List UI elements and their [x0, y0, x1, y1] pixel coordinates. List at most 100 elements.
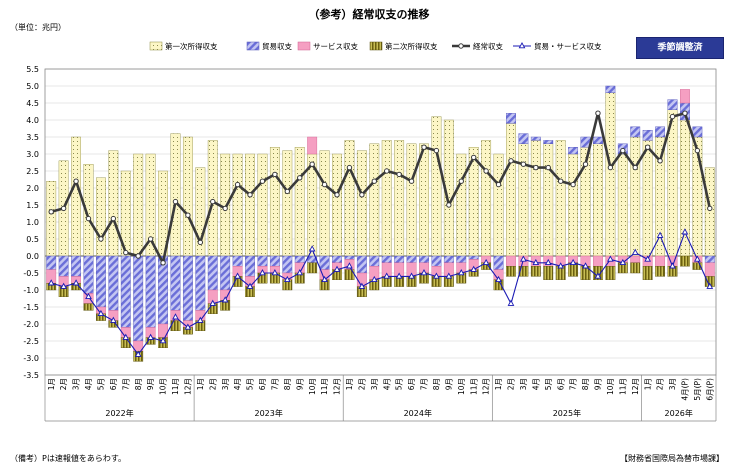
- trade-services-point: [408, 272, 415, 279]
- trade-balance-bar: [71, 255, 81, 277]
- trade-balance-bar: [158, 255, 168, 325]
- y-tick-label: 4.5: [26, 99, 39, 108]
- trade-balance-bar: [332, 255, 342, 263]
- trade-balance-bar: [207, 255, 218, 291]
- trade-services-point: [184, 323, 192, 330]
- trade-balance-bar: [593, 136, 603, 145]
- year-label: 2023年: [254, 408, 282, 418]
- primary-income-bar: [431, 116, 442, 257]
- secondary-income-bar: [642, 266, 653, 281]
- y-tick-label: -2.0: [23, 320, 39, 329]
- current-account-point: [272, 171, 278, 178]
- legend-swatch: [297, 41, 311, 51]
- current-account-point: [160, 260, 166, 266]
- primary-income-bar: [95, 177, 106, 257]
- trade-services-point: [395, 272, 403, 279]
- services-balance-bar: [704, 262, 715, 277]
- x-tick-label: 1月: [47, 378, 56, 390]
- current-account-point: [570, 181, 576, 188]
- primary-income-bar: [269, 146, 280, 257]
- x-tick-label: 3月: [72, 378, 81, 390]
- x-tick-label: 9月: [146, 378, 155, 390]
- legend-marker: [518, 42, 526, 49]
- trade-balance-bar: [667, 99, 678, 110]
- trade-services-line: [51, 231, 711, 356]
- x-tick-label: 10月: [308, 378, 317, 395]
- x-tick-label: 9月: [295, 378, 304, 390]
- year-label: 2022年: [105, 408, 133, 418]
- plot-frame: [44, 68, 717, 376]
- current-account-point: [110, 215, 117, 222]
- trade-balance-bar: [518, 133, 529, 145]
- trade-services-point: [631, 248, 639, 255]
- x-tick-label: 2月: [357, 378, 366, 390]
- trade-services-point: [259, 269, 266, 276]
- primary-income-bar: [182, 136, 193, 257]
- primary-income-bar: [71, 136, 81, 257]
- secondary-income-bar: [307, 262, 318, 274]
- current-account-point: [508, 158, 514, 164]
- services-balance-bar: [593, 255, 603, 267]
- x-tick-label: 10月: [457, 378, 466, 395]
- secondary-income-bar: [692, 262, 703, 270]
- y-tick-label: -1.0: [23, 286, 39, 295]
- primary-income-bar: [394, 140, 405, 257]
- primary-income-bar: [245, 153, 255, 257]
- trade-balance-bar: [294, 255, 305, 263]
- trade-balance-bar: [356, 255, 367, 274]
- current-account-point: [222, 205, 228, 212]
- current-account-point: [707, 205, 713, 212]
- trade-services-point: [122, 333, 130, 340]
- y-tick-label: 1.0: [26, 218, 39, 227]
- bars: [46, 85, 715, 362]
- x-tick-label: 6月: [556, 378, 565, 390]
- x-tick-label: 3月: [221, 378, 230, 390]
- trade-services-point: [109, 316, 117, 323]
- x-tick-label: 10月: [606, 378, 615, 395]
- x-tick-label: 11月: [469, 378, 478, 395]
- footnote: （備考）Pは速報値をあらわす。: [10, 454, 127, 463]
- secondary-income-bar: [506, 266, 516, 277]
- trade-balance-bar: [120, 255, 131, 328]
- trade-services-point: [60, 282, 67, 289]
- primary-income-bar: [133, 153, 144, 257]
- primary-income-bar: [332, 153, 342, 257]
- legend-label: サービス収支: [313, 41, 358, 51]
- trade-balance-bar: [369, 255, 380, 267]
- primary-income-bar: [605, 92, 616, 257]
- current-account-point: [545, 164, 551, 171]
- current-account-point: [234, 181, 241, 188]
- secondary-income-bar: [518, 266, 529, 277]
- trade-services-point: [582, 262, 589, 269]
- trade-balance-bar: [692, 126, 703, 138]
- trade-services-point: [234, 272, 241, 279]
- trade-services-point: [283, 275, 291, 283]
- trade-services-point: [72, 279, 80, 286]
- trade-services-point: [358, 282, 366, 289]
- trade-services-point: [482, 258, 490, 266]
- secondary-income-bar: [630, 262, 641, 274]
- trade-services-point: [97, 309, 105, 317]
- primary-income-bar: [593, 143, 603, 257]
- trade-services-point: [507, 299, 515, 306]
- primary-income-bar: [369, 143, 380, 257]
- current-account-point: [210, 198, 216, 205]
- current-account-point: [321, 181, 328, 188]
- services-balance-bar: [307, 136, 318, 155]
- trade-balance-bar: [655, 126, 666, 138]
- trade-services-point: [544, 258, 552, 266]
- trade-services-point: [296, 269, 304, 276]
- trade-balance-bar: [468, 255, 479, 260]
- chart-title: （参考）経常収支の推移: [308, 8, 430, 21]
- x-tick-label: 3月: [519, 378, 528, 390]
- current-account-point: [421, 144, 427, 150]
- primary-income-bar: [568, 153, 579, 257]
- current-account-point: [284, 188, 291, 195]
- primary-income-bar: [170, 133, 181, 257]
- trade-services-point: [557, 262, 565, 269]
- x-tick-label: 4月(P): [681, 378, 690, 401]
- primary-income-bar: [456, 153, 467, 257]
- current-account-point: [644, 144, 651, 150]
- current-account-point: [346, 164, 353, 171]
- current-account-point: [147, 236, 154, 242]
